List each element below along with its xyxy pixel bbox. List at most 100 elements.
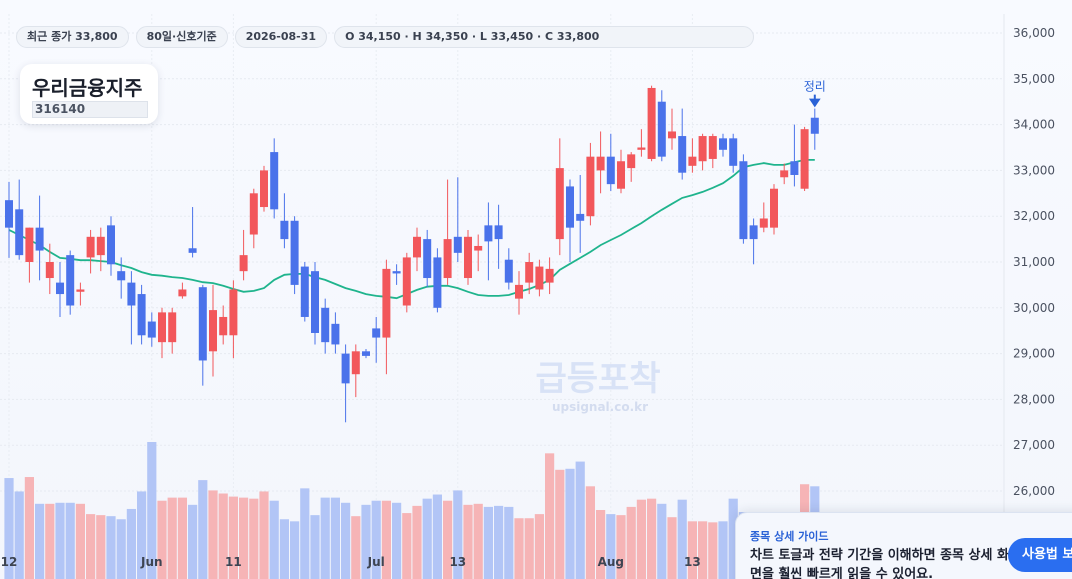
chip-row: 최근 종가 33,800 80일·신호기준 2026-08-31 O 34,15…: [16, 26, 755, 48]
candle-body: [351, 351, 360, 375]
candle-body: [117, 271, 126, 281]
candle-body: [260, 170, 268, 208]
stock-name: 우리금융지주: [32, 76, 143, 100]
candle-body: [606, 156, 615, 185]
candle-body: [555, 168, 564, 240]
candle-body: [127, 282, 136, 306]
candle-body: [382, 268, 391, 338]
candle-body: [515, 284, 523, 299]
volume-bar: [126, 508, 136, 579]
plot: [0, 14, 1004, 579]
volume-bar: [453, 490, 463, 579]
chip: O 34,150 · H 34,350 · L 33,450 · C 33,80…: [334, 26, 755, 48]
volume-bar: [728, 498, 738, 579]
volume-bar: [534, 514, 544, 579]
candle-body: [759, 218, 768, 228]
volume-bar: [290, 521, 300, 579]
candle-body: [239, 255, 248, 272]
y-tick-label: 32,000: [1013, 209, 1055, 223]
volume-bar: [575, 461, 585, 579]
y-tick-label: 26,000: [1013, 484, 1055, 498]
annotation-label: 정리: [804, 80, 826, 94]
chip[interactable]: 80일·신호기준: [135, 26, 228, 48]
volume-bar: [137, 491, 147, 579]
guide-title: 종목 상세 가이드: [750, 530, 829, 543]
candle-body: [229, 289, 238, 336]
volume-bar: [473, 503, 483, 579]
volume-bar: [208, 490, 218, 579]
candle-body: [270, 152, 279, 210]
volume-bar: [75, 503, 85, 579]
candle-body: [45, 262, 54, 279]
volume-bar: [239, 497, 249, 579]
volume-bar: [524, 518, 534, 579]
volume-bar: [698, 521, 708, 579]
guide-popup: 종목 상세 가이드 차트 토글과 전략 기간을 이해하면 종목 상세 화면을 훨…: [735, 512, 1072, 579]
volume-bar: [483, 506, 493, 579]
candle-body: [341, 353, 350, 384]
volume-bar: [402, 513, 412, 579]
volume-bar: [432, 494, 442, 579]
candle-body: [198, 287, 207, 361]
candle-body: [780, 170, 789, 178]
volume-bar: [463, 504, 473, 579]
candle-body: [219, 316, 228, 336]
volume-bar: [167, 497, 177, 579]
guide-text: 차트 토글과 전략 기간을 이해하면 종목 상세 화면을 훨씬 빠르게 읽을 수…: [750, 548, 1009, 579]
volume-bar: [45, 503, 55, 579]
candle-body: [504, 259, 513, 283]
volume-bar: [279, 519, 289, 579]
guide-button[interactable]: 사용법 보기: [1008, 538, 1072, 572]
candle-body: [249, 193, 258, 235]
candle-body: [525, 262, 534, 283]
candle-body: [321, 307, 330, 343]
volume-bar: [371, 500, 381, 579]
watermark: 급등포착: [535, 359, 660, 399]
volume-bar: [361, 504, 371, 579]
candle-body: [107, 225, 115, 265]
candle-body: [657, 101, 666, 157]
x-tick-label: 13: [449, 555, 466, 569]
candle-body: [708, 136, 717, 159]
volume-bar: [351, 516, 361, 579]
candle-body: [300, 266, 309, 317]
candle-body: [698, 136, 707, 162]
candle-body: [433, 257, 442, 308]
candle-body: [484, 225, 493, 242]
volume-bar: [443, 500, 453, 579]
y-tick-label: 28,000: [1013, 392, 1055, 406]
volume-bar: [310, 515, 320, 579]
volume-bar: [330, 497, 340, 579]
volume-bar: [687, 521, 697, 579]
candle-body: [15, 209, 24, 256]
candle-body: [494, 225, 503, 240]
x-tick-label: 13: [684, 555, 701, 569]
candle-body: [729, 138, 738, 166]
volume-bar: [422, 498, 432, 579]
x-tick-label: Aug: [598, 555, 624, 569]
volume-bar: [636, 499, 646, 579]
candle-body: [147, 321, 156, 338]
volume-bar: [412, 505, 422, 579]
candle-body: [35, 227, 44, 251]
volume-bar: [504, 506, 514, 579]
volume-bar: [718, 521, 728, 579]
volume-bar: [116, 519, 126, 579]
candle-body: [413, 236, 421, 258]
volume-bar: [585, 486, 595, 579]
volume-bar: [300, 488, 310, 579]
candle-body: [719, 138, 727, 150]
chip: 최근 종가 33,800: [16, 26, 129, 48]
volume-bar: [494, 505, 504, 579]
volume-bar: [177, 497, 187, 579]
candle-body: [280, 220, 289, 240]
candle-body: [372, 328, 381, 338]
candle-body: [627, 154, 636, 169]
candle-body: [168, 312, 177, 343]
volume-bar: [55, 502, 65, 579]
volume-bar: [24, 477, 34, 579]
volume-bar: [147, 442, 157, 579]
candle-body: [76, 289, 85, 292]
